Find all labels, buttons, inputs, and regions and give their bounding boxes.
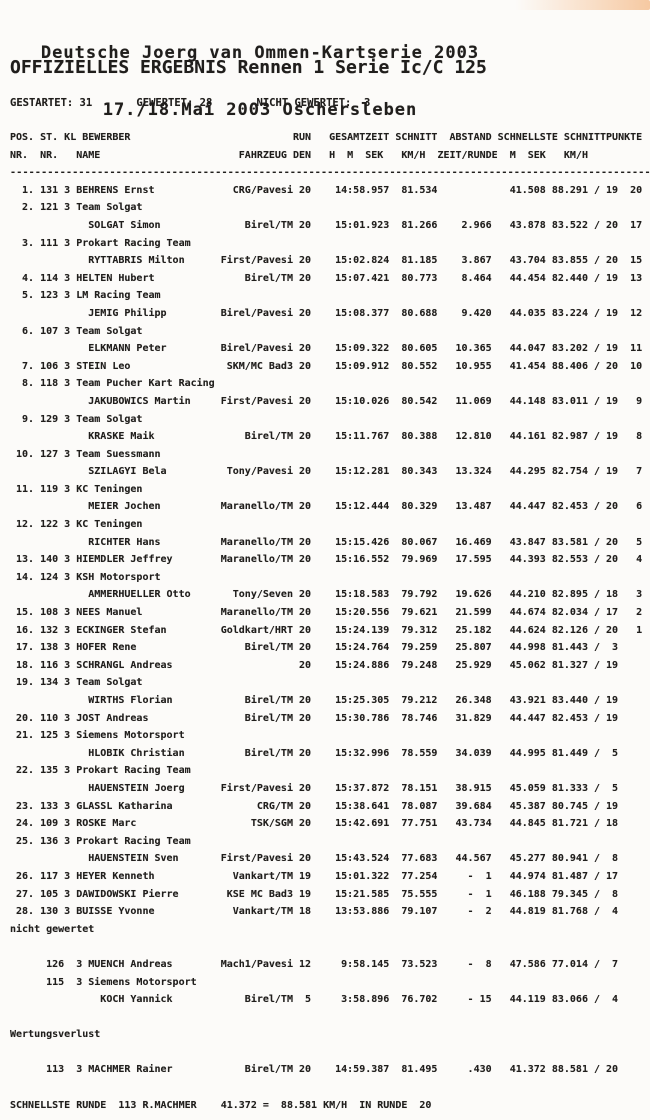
table-row-team: 6. 107 3 Team Solgat [10,325,143,337]
table-row-team: 2. 121 3 Team Solgat [10,202,143,214]
title-line-1: Deutsche Joerg van Ommen-Kartserie 2003 [40,43,480,63]
table-row: 28. 130 3 BUISSE Yvonne Vankart/TM 18 13… [10,906,643,918]
table-row-driver: HLOBIK Christian Birel/TM 20 15:32.996 7… [10,747,643,759]
table-row-driver: SOLGAT Simon Birel/TM 20 15:01.923 81.26… [10,219,643,231]
blank-line [10,940,650,958]
table-row-driver: KOCH Yannick Birel/TM 5 3:58.896 76.702 … [10,994,643,1006]
table-row-driver: JEMIG Philipp Birel/Pavesi 20 15:08.377 … [10,307,643,319]
table-row-team: 14. 124 3 KSH Motorsport [10,571,161,583]
section-label-wertungsverlust: Wertungsverlust [10,1029,101,1041]
table-row: 24. 109 3 ROSKE Marc TSK/SGM 20 15:42.69… [10,818,643,830]
table-row-driver: WIRTHS Florian Birel/TM 20 15:25.305 79.… [10,695,643,706]
table-row-team: 10. 127 3 Team Suessmann [10,448,161,460]
table-row-team: 3. 111 3 Prokart Racing Team [10,237,191,249]
blank-line [10,1011,650,1029]
table-row: 23. 133 3 GLASSL Katharina CRG/TM 20 15:… [10,800,643,812]
table-row-driver: SZILAGYI Bela Tony/Pavesi 20 15:12.281 8… [10,466,643,478]
table-row: 7. 106 3 STEIN Leo SKM/MC Bad3 20 15:09.… [10,360,643,372]
table-row-driver: MEIER Jochen Maranello/TM 20 15:12.444 8… [10,501,643,513]
results-table: POS. ST. KL BEWERBER RUN GESAMTZEIT SCHN… [10,131,650,1116]
table-row: 15. 108 3 NEES Manuel Maranello/TM 20 15… [10,607,643,619]
table-row-driver: ELKMANN Peter Birel/Pavesi 20 15:09.322 … [10,343,643,355]
table-row: 27. 105 3 DAWIDOWSKI Pierre KSE MC Bad3 … [10,888,643,900]
table-row: 126 3 MUENCH Andreas Mach1/Pavesi 12 9:5… [10,958,643,970]
table-row-team: 5. 123 3 LM Racing Team [10,290,161,302]
table-row: 16. 132 3 ECKINGER Stefan Goldkart/HRT 2… [10,624,643,636]
table-row: 26. 117 3 HEYER Kenneth Vankart/TM 19 15… [10,870,643,882]
table-row: 18. 116 3 SCHRANGL Andreas 20 15:24.886 … [10,659,643,671]
table-row-team: 21. 125 3 Siemens Motorsport [10,730,185,742]
table-row-driver: JAKUBOWICS Martin First/Pavesi 20 15:10.… [10,395,643,407]
table-row: 4. 114 3 HELTEN Hubert Birel/TM 20 15:07… [10,272,643,284]
table-row-team: 19. 134 3 Team Solgat [10,677,143,689]
blank-line [10,1081,650,1099]
table-row-team: 11. 119 3 KC Teningen [10,483,143,495]
table-row-driver: RYTTABRIS Milton First/Pavesi 20 15:02.8… [10,255,643,267]
table-header-row-1: POS. ST. KL BEWERBER RUN GESAMTZEIT SCHN… [10,132,643,143]
section-label-nicht-gewertet: nicht gewertet [10,923,95,935]
table-row: 13. 140 3 HIEMDLER Jeffrey Maranello/TM … [10,554,643,566]
table-row: 17. 138 3 HOFER Rene Birel/TM 20 15:24.7… [10,642,643,654]
table-row-driver: RICHTER Hans Maranello/TM 20 15:15.426 8… [10,536,643,548]
table-row-driver: AMMERHUELLER Otto Tony/Seven 20 15:18.58… [10,589,643,601]
table-header-row-2: NR. NR. NAME FAHRZEUG DEN H M SEK KM/H Z… [10,149,588,161]
title-line-2: 17./18.Mai 2003 Oschersleben [102,100,418,120]
fastest-lap-summary: SCHNELLSTE RUNDE 113 R.MACHMER 41.372 = … [10,1099,432,1111]
page-title: Deutsche Joerg van Ommen-Kartserie 2003 … [30,6,490,158]
table-separator: ----------------------------------------… [10,167,650,179]
scan-artifact [515,0,650,10]
table-row-team: 12. 122 3 KC Teningen [10,519,143,531]
table-row-driver: HAUENSTEIN Sven First/Pavesi 20 15:43.52… [10,853,643,865]
table-row-team: 25. 136 3 Prokart Racing Team [10,835,191,847]
table-row-driver: KRASKE Maik Birel/TM 20 15:11.767 80.388… [10,431,643,443]
official-result-subtitle: OFFIZIELLES ERGEBNIS Rennen 1 Serie Ic/C… [10,57,487,78]
table-row-team: 8. 118 3 Team Pucher Kart Racing [10,378,215,390]
table-row: 113 3 MACHMER Rainer Birel/TM 20 14:59.3… [10,1064,643,1076]
table-row-team: 9. 129 3 Team Solgat [10,413,143,425]
table-row-team: 22. 135 3 Prokart Racing Team [10,765,191,777]
blank-line [10,1046,650,1064]
table-row-team: 115 3 Siemens Motorsport [10,976,197,988]
stats-line: GESTARTET: 31 GEWERTET: 28 NICHT GEWERTE… [10,97,371,109]
table-row: 1. 131 3 BEHRENS Ernst CRG/Pavesi 20 14:… [10,184,643,196]
table-row-driver: HAUENSTEIN Joerg First/Pavesi 20 15:37.8… [10,782,643,794]
table-row: 20. 110 3 JOST Andreas Birel/TM 20 15:30… [10,712,643,724]
